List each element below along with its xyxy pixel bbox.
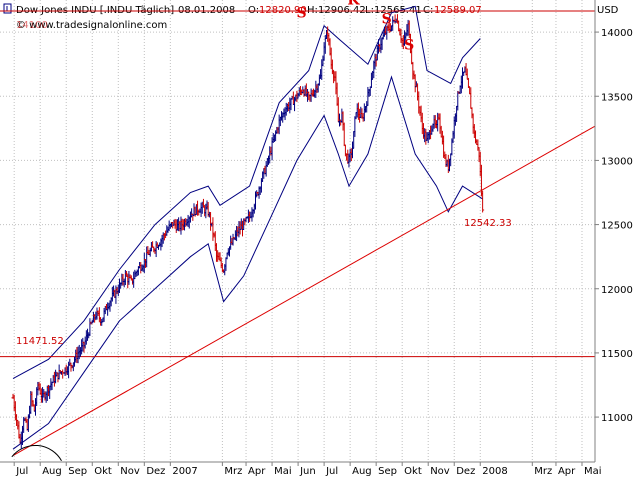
x-tick-label: Mrz xyxy=(534,466,552,477)
x-tick-label: Okt xyxy=(404,466,422,477)
support-value-label: 11471.52 xyxy=(16,336,64,347)
y-tick-label: 13500 xyxy=(601,92,633,103)
x-tick-label: Dez xyxy=(146,466,165,477)
x-tick-label: Okt xyxy=(94,466,112,477)
reference-lines xyxy=(0,10,596,461)
low-value: 12565.41 xyxy=(374,5,422,16)
high-label: H: xyxy=(307,5,318,16)
x-tick-label: Dez xyxy=(456,466,475,477)
close-value: 12589.07 xyxy=(434,5,482,16)
chart-header: Dow Jones INDU [.INDU Täglich] 08.01.200… xyxy=(3,3,619,31)
high-value: 12906.42 xyxy=(318,5,366,16)
instrument-title: Dow Jones INDU [.INDU Täglich] xyxy=(16,5,174,16)
x-tick-label: Nov xyxy=(120,466,140,477)
plot-area xyxy=(0,0,595,462)
x-tick-label: Nov xyxy=(430,466,450,477)
x-tick-label: Apr xyxy=(248,466,266,477)
x-tick-label: Aug xyxy=(42,466,62,477)
close-label: C: xyxy=(423,5,433,16)
lower-band-line xyxy=(12,75,483,450)
upper-band-line xyxy=(12,5,481,380)
trendline xyxy=(12,125,596,457)
header-date: 08.01.2008 xyxy=(178,5,235,16)
y-axis: 11000 11500 12000 12500 13000 13500 14000 xyxy=(595,28,633,424)
x-tick-label: Sep xyxy=(378,466,397,477)
pattern-letter: K xyxy=(347,0,360,8)
ohlc-bars xyxy=(11,14,485,450)
y-tick-label: 13000 xyxy=(601,156,633,167)
pattern-letter: S xyxy=(382,12,392,28)
y-tick-label: 12500 xyxy=(601,221,633,232)
open-label: O: xyxy=(248,5,259,16)
last-price-label: 12542.33 xyxy=(464,218,512,229)
chart-grid xyxy=(0,0,595,462)
pattern-letter: S xyxy=(296,5,306,21)
x-tick-label: Jul xyxy=(15,466,28,477)
x-tick-label: Aug xyxy=(352,466,372,477)
y-tick-label: 11000 xyxy=(601,413,633,424)
y-tick-label: 11500 xyxy=(601,349,633,360)
x-tick-label: Jul xyxy=(325,466,338,477)
open-value: 12820.90 xyxy=(259,5,307,16)
x-tick-label: Apr xyxy=(558,466,576,477)
x-axis: Jul Aug Sep Okt Nov Dez 2007 Mrz Apr Mai Jun Jul Aug… xyxy=(13,462,602,477)
resistance-value-label: 14100 xyxy=(16,20,48,31)
x-tick-label: Mai xyxy=(584,466,602,477)
y-tick-label: 12000 xyxy=(601,285,633,296)
watermark: © www.tradesignalonline.com xyxy=(16,20,167,31)
x-tick-label: Mai xyxy=(274,466,292,477)
cycle-arc xyxy=(11,444,62,461)
x-tick-label: Mrz xyxy=(224,466,242,477)
x-tick-label: Sep xyxy=(68,466,87,477)
x-tick-label: 2008 xyxy=(482,466,507,477)
x-tick-label: 2007 xyxy=(172,466,197,477)
x-tick-label: Jun xyxy=(299,466,316,477)
bollinger-bands xyxy=(12,5,483,450)
low-label: L: xyxy=(365,5,374,16)
pattern-letter: S xyxy=(404,37,414,53)
y-tick-label: 14000 xyxy=(601,28,633,39)
currency-label: USD xyxy=(597,5,619,16)
